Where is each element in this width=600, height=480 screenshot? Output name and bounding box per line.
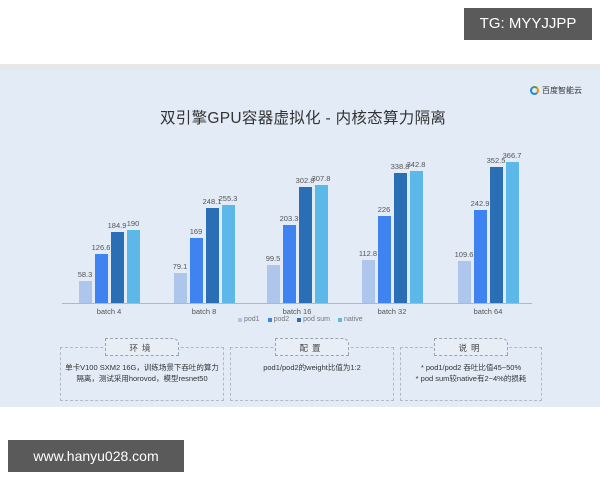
data-label: 184.9 [107, 220, 127, 230]
legend-swatch-icon [297, 317, 302, 322]
info-box-text: * pod1/pod2 吞吐比值45~50% * pod sum较native有… [401, 362, 541, 384]
bar-pod1-batch-4 [78, 280, 92, 303]
info-box-config: 配置 pod1/pod2的weight比值为1:2 [230, 338, 394, 401]
x-tick-label: batch 16 [282, 307, 312, 316]
bar-pod2-batch-8 [189, 238, 203, 303]
data-label: 190 [126, 218, 140, 228]
bar-native-batch-16 [314, 184, 328, 303]
legend-item: pod1 [238, 316, 260, 323]
info-box-environment: 环境 单卡V100 SXM2 16G，训练场景下吞吐的算力 隔离，测试采用hor… [60, 338, 224, 401]
data-label: 352.5 [486, 156, 506, 166]
bar-pod1-batch-16 [266, 264, 280, 303]
legend-item: native [338, 316, 363, 323]
x-tick-label: batch 8 [191, 307, 217, 316]
info-box-text: pod1/pod2的weight比值为1:2 [231, 362, 393, 373]
watermark-bottom-left: www.hanyu028.com [8, 440, 184, 472]
x-tick-label: batch 64 [473, 307, 503, 316]
legend-label: pod1 [244, 316, 260, 323]
info-line: * pod1/pod2 吞吐比值45~50% [420, 363, 522, 372]
bar-chart: 58.3 126.6 184.9 190 batch 4 79.1 169 248.1 255.… [0, 70, 600, 330]
x-tick-label: batch 32 [377, 307, 407, 316]
data-label: 58.3 [77, 269, 93, 279]
data-label: 203.3 [279, 213, 299, 223]
data-label: 109.6 [454, 249, 474, 259]
data-label: 338.8 [390, 161, 410, 171]
bar-pod-sum-batch-32 [393, 172, 407, 303]
info-line: * pod sum较native有2~4%的损耗 [415, 374, 527, 383]
chart-legend: pod1 pod2 pod sum native [238, 316, 363, 323]
slide-panel: 百度智能云 双引擎GPU容器虚拟化 - 内核态算力隔离 58.3 126.6 184… [0, 64, 600, 407]
data-label: 242.9 [470, 198, 490, 208]
x-axis-line [62, 303, 532, 304]
bar-pod2-batch-4 [94, 254, 108, 303]
legend-swatch-icon [267, 317, 272, 322]
info-box-heading: 环境 [105, 338, 179, 356]
x-tick-label: batch 4 [96, 307, 122, 316]
slide-title: 双引擎GPU容器虚拟化 - 内核态算力隔离 [160, 110, 447, 127]
data-label: 226 [377, 205, 391, 215]
info-box-heading: 配置 [275, 338, 349, 356]
logo-text: 百度智能云 [542, 86, 582, 95]
legend-label: pod2 [273, 316, 290, 323]
info-box-notes: 说明 * pod1/pod2 吞吐比值45~50% * pod sum较nati… [400, 338, 542, 401]
brand-logo: 百度智能云 [530, 85, 582, 96]
bar-native-batch-32 [409, 171, 423, 303]
bar-native-batch-8 [221, 204, 235, 303]
data-label: 366.7 [502, 151, 522, 160]
data-label: 126.6 [91, 243, 111, 253]
legend-swatch-icon [338, 317, 343, 322]
info-line: pod1/pod2的weight比值为1:2 [263, 363, 361, 372]
bar-pod-sum-batch-64 [489, 167, 503, 303]
legend-swatch-icon [238, 317, 242, 322]
data-label: 307.8 [311, 173, 331, 183]
bar-pod2-batch-32 [377, 216, 391, 303]
data-label: 99.5 [265, 253, 281, 263]
info-line: 隔离，测试采用horovod，模型resnet50 [76, 374, 208, 383]
watermark-top-right: TG: MYYJJPP [464, 8, 592, 40]
bar-pod-sum-batch-8 [205, 207, 219, 303]
data-label: 169 [189, 227, 203, 237]
legend-label: pod sum [303, 316, 331, 323]
data-label: 112.8 [358, 248, 378, 258]
legend-item: pod2 [267, 316, 290, 323]
bar-pod1-batch-8 [173, 272, 187, 303]
legend-label: native [344, 316, 363, 323]
bar-native-batch-64 [505, 162, 519, 303]
bar-pod-sum-batch-4 [110, 231, 124, 303]
data-label: 342.8 [406, 160, 426, 170]
legend-item: pod sum [297, 316, 330, 323]
bar-native-batch-4 [126, 229, 140, 303]
data-label: 255.3 [218, 193, 238, 203]
bar-pod1-batch-64 [457, 260, 471, 303]
bar-pod-sum-batch-16 [298, 186, 312, 303]
info-box-heading: 说明 [434, 338, 508, 356]
baidu-cloud-logo-icon [530, 86, 539, 95]
bar-pod2-batch-64 [473, 209, 487, 303]
bar-pod1-batch-32 [361, 259, 375, 303]
info-box-text: 单卡V100 SXM2 16G，训练场景下吞吐的算力 隔离，测试采用horovo… [61, 362, 223, 384]
bar-pod2-batch-16 [282, 224, 296, 303]
data-label: 248.1 [202, 196, 222, 206]
info-line: 单卡V100 SXM2 16G，训练场景下吞吐的算力 [65, 363, 219, 372]
data-label: 79.1 [172, 261, 188, 271]
data-label: 302.8 [295, 175, 315, 185]
